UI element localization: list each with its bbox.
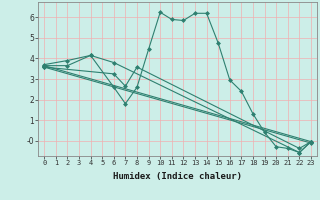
X-axis label: Humidex (Indice chaleur): Humidex (Indice chaleur): [113, 172, 242, 181]
